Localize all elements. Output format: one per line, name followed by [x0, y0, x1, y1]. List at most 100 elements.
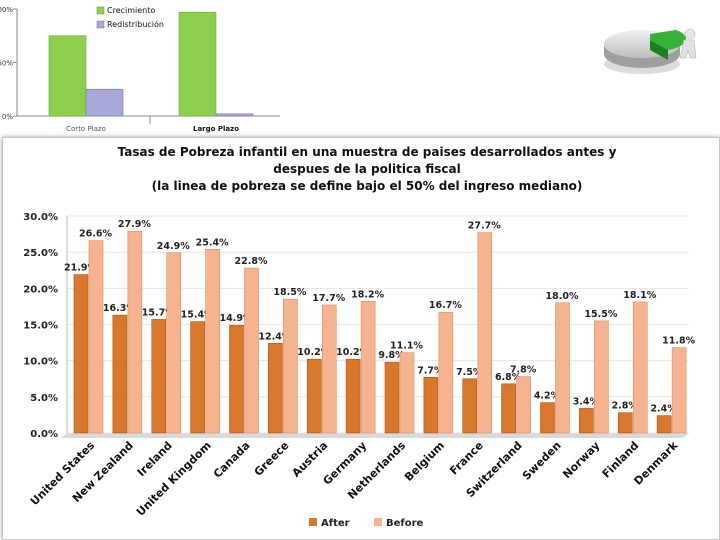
data-label-after-sweden: 4.2%: [534, 391, 561, 402]
x-tick-label-norway: Norway: [560, 439, 602, 481]
top-y-tick-label: 50%: [0, 60, 13, 68]
bar-after-austria: [306, 358, 322, 434]
bar-after-finland: [617, 412, 633, 434]
data-label-after-greece: 12.4%: [258, 331, 291, 342]
data-label-before-united-states: 26.6%: [79, 229, 112, 240]
top-bar-crecimiento-largo-plazo: [178, 11, 217, 117]
x-tick-label-ireland: Ireland: [135, 439, 175, 479]
child-poverty-bar-chart: Tasas de Pobreza infantil en una muestra…: [23, 145, 695, 529]
bar-after-new-zealand: [112, 314, 128, 434]
data-label-after-austria: 10.2%: [297, 347, 330, 358]
bar-before-united-kingdom: [205, 248, 220, 434]
top-y-tick-label: 100%: [0, 6, 13, 14]
bar-before-germany: [360, 301, 376, 434]
data-label-after-switzerland: 6.8%: [495, 372, 522, 383]
chart-title-line-1: Tasas de Pobreza infantil en una muestra…: [118, 145, 617, 159]
bar-after-germany: [345, 358, 361, 434]
data-label-before-canada: 22.8%: [235, 256, 268, 267]
data-label-before-germany: 18.2%: [351, 289, 384, 300]
y-tick-label: 30.0%: [23, 212, 58, 223]
bar-before-switzerland: [516, 376, 531, 434]
y-tick-label: 5.0%: [30, 393, 58, 404]
data-label-after-france: 7.5%: [456, 367, 483, 378]
bar-before-finland: [632, 301, 648, 434]
x-tick-label-canada: Canada: [211, 439, 253, 481]
data-label-after-germany: 10.2%: [336, 347, 369, 358]
x-tick-label-greece: Greece: [252, 439, 292, 479]
bar-after-canada: [229, 324, 244, 434]
data-label-after-united-kingdom: 15.4%: [181, 310, 214, 321]
data-label-before-norway: 15.5%: [584, 309, 617, 320]
legend-label-before: Before: [386, 518, 424, 529]
data-label-after-canada: 14.9%: [220, 313, 253, 324]
data-label-before-finland: 18.1%: [623, 290, 656, 301]
bar-before-belgium: [438, 311, 454, 434]
plot-floor: [61, 433, 689, 438]
bar-before-norway: [594, 320, 609, 434]
x-tick-label-france: France: [447, 439, 486, 478]
bar-after-ireland: [151, 319, 167, 434]
x-tick-label-sweden: Sweden: [520, 439, 564, 483]
top-legend-label-crecimiento: Crecimiento: [107, 6, 155, 15]
data-label-before-france: 27.7%: [468, 221, 501, 232]
x-tick-label-belgium: Belgium: [402, 439, 447, 484]
data-label-after-denmark: 2.4%: [650, 404, 677, 415]
bar-after-sweden: [540, 402, 555, 434]
x-tick-label-united-kingdom: United Kingdom: [134, 439, 214, 519]
y-tick-label: 25.0%: [23, 248, 58, 259]
data-label-before-netherlands: 11.1%: [390, 341, 423, 352]
bar-before-austria: [321, 304, 337, 434]
data-label-before-denmark: 11.8%: [662, 336, 695, 347]
legend-swatch-after: [309, 518, 317, 526]
bar-after-united-states: [73, 274, 89, 434]
data-label-after-netherlands: 9.8%: [378, 350, 405, 361]
top-x-label-largo-plazo: Largo Plazo: [193, 125, 239, 133]
data-label-before-greece: 18.5%: [273, 287, 306, 298]
bar-after-belgium: [423, 377, 439, 434]
child-poverty-chart-panel: Tasas de Pobreza infantil en una muestra…: [2, 137, 720, 540]
figure-head: [684, 28, 696, 40]
bar-before-greece: [283, 298, 298, 434]
data-label-after-new-zealand: 16.3%: [103, 303, 136, 314]
data-label-before-sweden: 18.0%: [546, 291, 579, 302]
bar-after-greece: [268, 343, 283, 434]
bar-after-switzerland: [501, 383, 516, 434]
figure-body: [679, 39, 697, 59]
data-label-before-new-zealand: 27.9%: [118, 219, 151, 230]
top-bar-redistribuci-n-corto-plazo: [85, 88, 124, 117]
top-y-tick-label: 0%: [2, 113, 13, 121]
top-legend-swatch-redistribuci-n: [96, 20, 105, 29]
bar-before-france: [477, 232, 493, 434]
pie-chart-figure-illustration: [604, 28, 697, 74]
data-label-before-switzerland: 7.8%: [510, 365, 537, 376]
data-label-after-finland: 2.8%: [612, 401, 639, 412]
bar-after-norway: [579, 408, 594, 434]
y-tick-label: 0.0%: [30, 429, 58, 440]
chart-title-line-2: despues de la politica fiscal: [273, 162, 460, 176]
top-bar-crecimiento-corto-plazo: [48, 35, 87, 117]
data-label-before-ireland: 24.9%: [157, 241, 190, 252]
y-tick-label: 10.0%: [23, 357, 58, 368]
pie-slice-green-side: [650, 40, 668, 60]
bar-after-france: [462, 378, 478, 434]
data-label-after-united-states: 21.9%: [64, 263, 97, 274]
bar-before-canada: [244, 267, 259, 434]
bar-after-netherlands: [384, 361, 400, 434]
legend-swatch-before: [374, 518, 382, 526]
top-bar-chart: 0% 50% 100% Corto Plazo Largo Plazo Crecimien…: [0, 6, 280, 133]
pie-slice-green: [650, 30, 687, 50]
top-legend-swatch-crecimiento: [96, 6, 105, 15]
top-legend-label-redistribuci-n: Redistribución: [107, 19, 164, 29]
bar-before-united-states: [88, 240, 104, 434]
y-tick-label: 20.0%: [23, 284, 58, 295]
data-label-before-united-kingdom: 25.4%: [196, 237, 229, 248]
bar-before-denmark: [671, 347, 687, 434]
bar-before-netherlands: [399, 352, 415, 434]
bar-before-sweden: [555, 302, 570, 434]
data-label-before-austria: 17.7%: [312, 293, 345, 304]
top-x-label-corto-plazo: Corto Plazo: [66, 125, 106, 133]
y-tick-label: 15.0%: [23, 321, 58, 332]
pie-body-grey: [604, 44, 680, 68]
data-label-after-belgium: 7.7%: [417, 365, 444, 376]
bar-before-ireland: [166, 252, 182, 434]
